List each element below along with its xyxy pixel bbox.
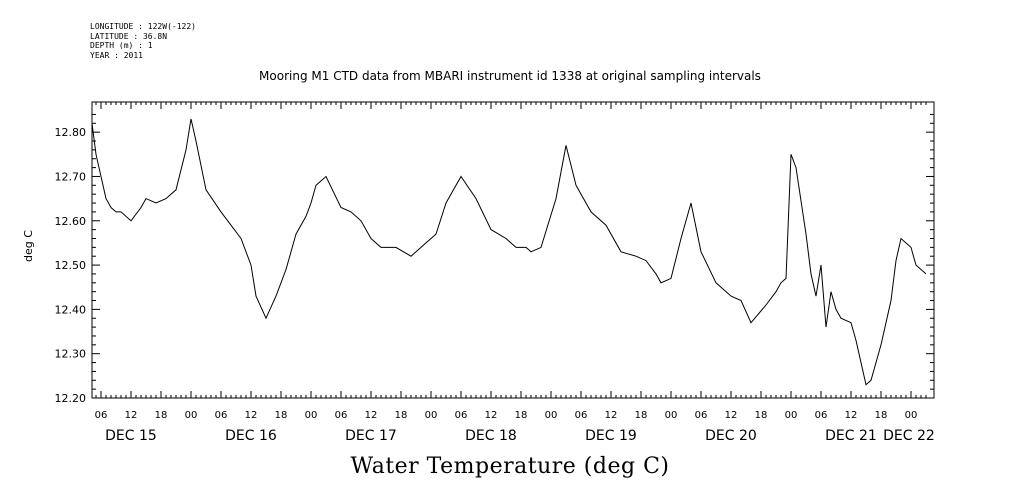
x-hour-label: 06 [695, 410, 708, 421]
x-hour-label: 18 [635, 410, 648, 421]
x-hour-label: 00 [425, 410, 438, 421]
x-day-label: DEC 16 [225, 428, 277, 444]
y-tick-label: 12.20 [55, 392, 87, 405]
x-hour-label: 06 [815, 410, 828, 421]
x-hour-label: 00 [905, 410, 918, 421]
metadata-block: LONGITUDE : 122W(-122) LATITUDE : 36.8N … [90, 22, 196, 60]
x-hour-label: 18 [875, 410, 888, 421]
x-hour-label: 18 [275, 410, 288, 421]
x-hour-label: 00 [185, 410, 198, 421]
x-hour-label: 06 [455, 410, 468, 421]
x-day-label: DEC 15 [105, 428, 157, 444]
x-hour-label: 06 [575, 410, 588, 421]
meta-longitude: LONGITUDE : 122W(-122) [90, 22, 196, 31]
x-hour-label: 00 [305, 410, 318, 421]
x-hour-label: 12 [365, 410, 378, 421]
x-hour-label: 06 [215, 410, 228, 421]
meta-depth: DEPTH (m) : 1 [90, 41, 153, 50]
x-hour-label: 00 [785, 410, 798, 421]
x-hour-label: 12 [485, 410, 498, 421]
chart-title: Mooring M1 CTD data from MBARI instrumen… [259, 69, 761, 83]
chart-subtitle: Water Temperature (deg C) [350, 454, 670, 479]
y-tick-labels: 12.20 12.30 12.40 12.50 12.60 12.70 12.80 [55, 126, 87, 405]
x-hour-label: 12 [245, 410, 258, 421]
y-tick-label: 12.30 [55, 348, 87, 361]
y-tick-label: 12.40 [55, 303, 87, 316]
x-day-label: DEC 17 [345, 428, 397, 444]
x-hour-label: 12 [845, 410, 858, 421]
y-tick-label: 12.80 [55, 126, 87, 139]
x-hour-label: 00 [545, 410, 558, 421]
y-tick-label: 12.50 [55, 259, 87, 272]
x-hour-label: 18 [155, 410, 168, 421]
y-tick-label: 12.70 [55, 170, 87, 183]
x-hour-label: 00 [665, 410, 678, 421]
x-day-label: DEC 22 [883, 428, 935, 444]
x-hour-label: 06 [95, 410, 108, 421]
x-day-label: DEC 18 [465, 428, 517, 444]
x-hour-label: 12 [725, 410, 738, 421]
x-hour-label: 12 [605, 410, 618, 421]
x-hour-label: 18 [755, 410, 768, 421]
x-tick-labels: 06 12 18 00 06 12 18 00 06 12 18 00 06 12 18 00 06 12 18 00… [95, 410, 935, 444]
x-hour-label: 12 [125, 410, 138, 421]
meta-latitude: LATITUDE : 36.8N [90, 31, 168, 41]
meta-year: YEAR : 2011 [90, 50, 143, 60]
plot-frame [91, 101, 935, 399]
x-day-label: DEC 21 [825, 428, 877, 444]
y-tick-label: 12.60 [55, 215, 87, 228]
x-hour-label: 06 [335, 410, 348, 421]
axis-ticks [92, 102, 934, 399]
temperature-series-line [91, 114, 927, 386]
x-day-label: DEC 19 [585, 428, 637, 444]
x-day-label: DEC 20 [705, 428, 757, 444]
x-hour-label: 18 [515, 410, 528, 421]
x-hour-label: 18 [395, 410, 408, 421]
